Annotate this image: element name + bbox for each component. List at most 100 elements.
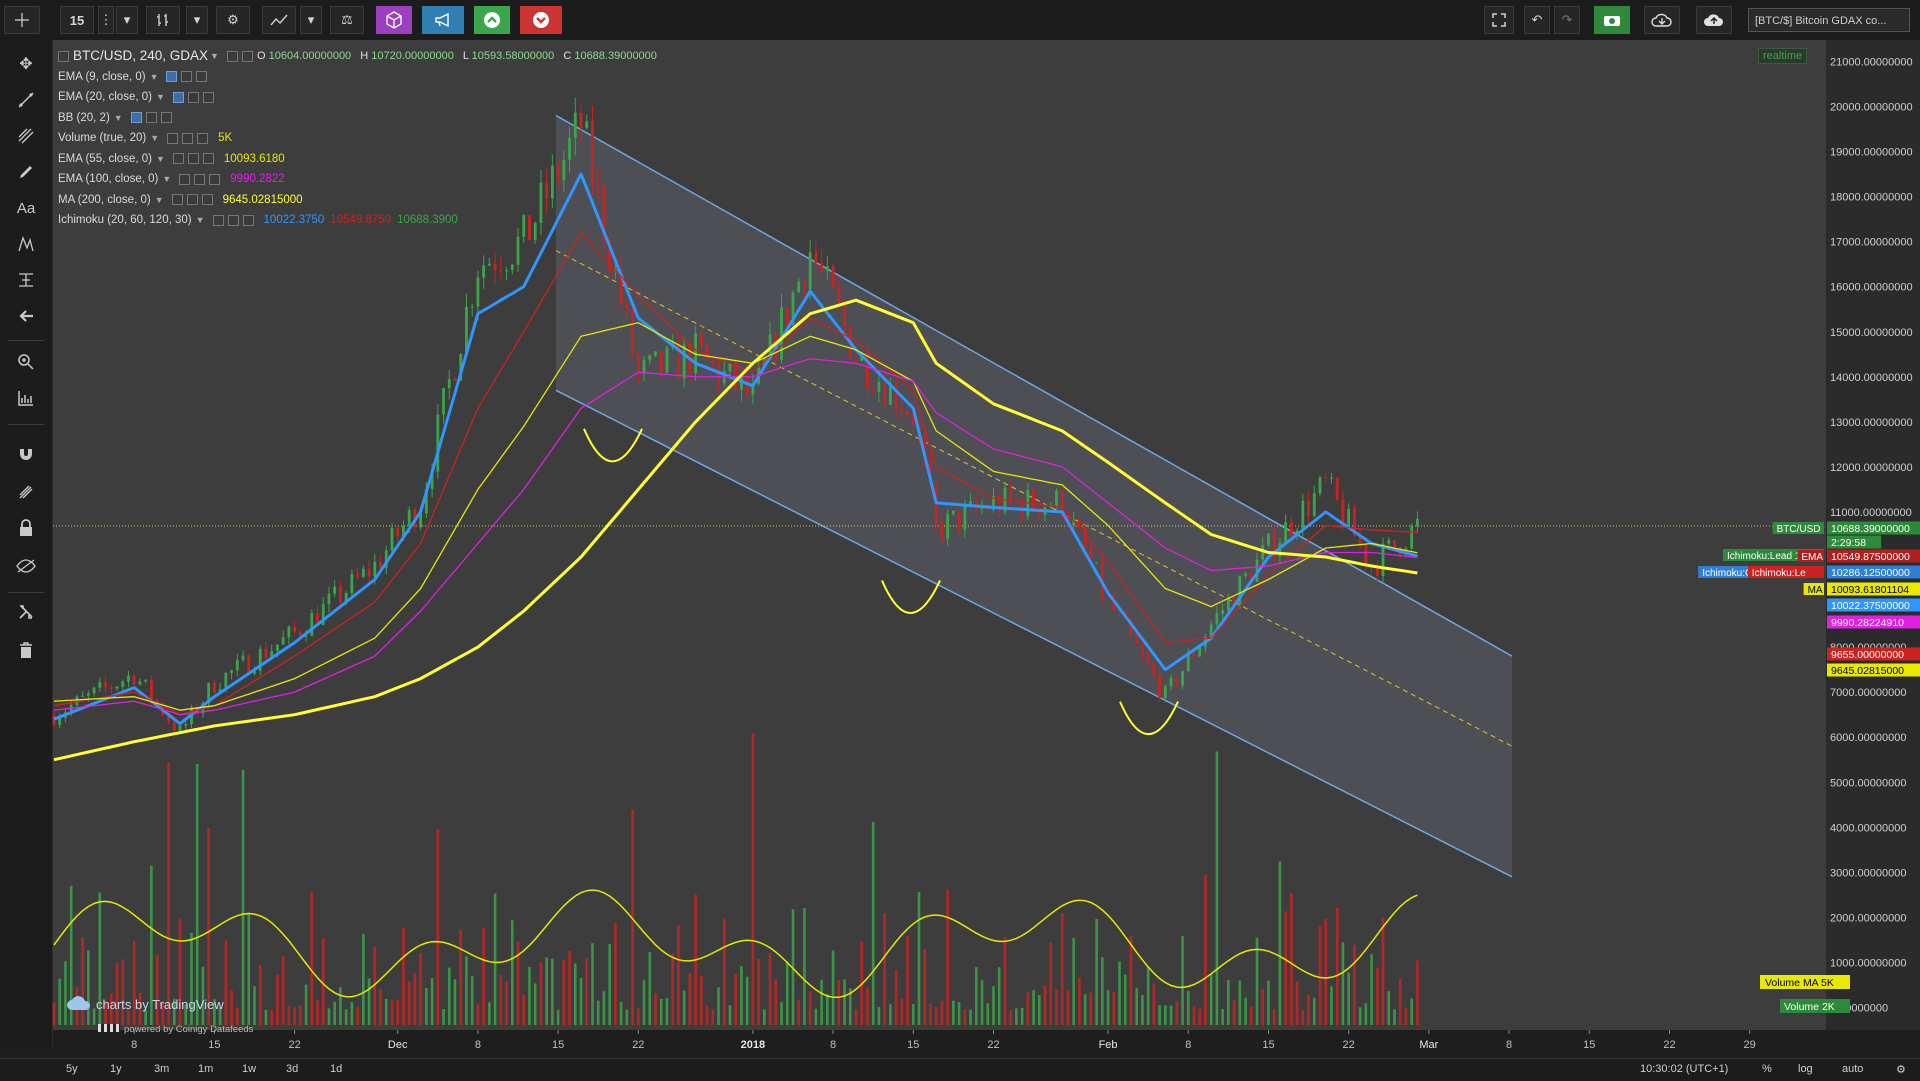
trash-icon[interactable] [9, 636, 43, 664]
legend-title[interactable]: BTC/USD, 240, GDAX [73, 48, 209, 63]
trendline-icon[interactable] [9, 86, 43, 114]
settings-box[interactable] [172, 91, 184, 103]
visibility-box[interactable] [186, 194, 198, 206]
legend-indicator-row[interactable]: BB (20, 2) ▼ [58, 108, 663, 129]
brush-icon[interactable] [9, 158, 43, 186]
remove-box[interactable] [196, 71, 208, 83]
settings-box[interactable] [167, 132, 179, 144]
zoom-icon[interactable] [9, 348, 43, 376]
auto-toggle[interactable]: auto [1842, 1063, 1864, 1075]
fullscreen-icon[interactable] [1484, 6, 1514, 34]
settings-box[interactable] [130, 112, 142, 124]
measure-icon[interactable] [9, 266, 43, 294]
arrow-down-icon[interactable] [520, 6, 562, 34]
camera-icon[interactable] [1594, 6, 1630, 34]
remove-box[interactable] [242, 214, 254, 226]
cube-icon[interactable] [376, 6, 412, 34]
visibility-box[interactable] [227, 214, 239, 226]
settings-box[interactable] [166, 71, 178, 83]
indicator-name[interactable]: EMA (55, close, 0) [58, 152, 152, 165]
caret-down-icon[interactable]: ▾ [300, 6, 322, 34]
legend-indicator-row[interactable]: Volume (true, 20) ▼ 5K [58, 128, 663, 149]
caret-down-icon[interactable]: ▼ [162, 174, 172, 184]
legend-indicator-row[interactable]: EMA (9, close, 0) ▼ [58, 67, 663, 88]
hide-box[interactable] [241, 50, 253, 62]
range-button-3m[interactable]: 3m [154, 1063, 170, 1075]
indicator-name[interactable]: Volume (true, 20) [58, 132, 147, 144]
megaphone-icon[interactable] [422, 6, 464, 34]
range-button-1y[interactable]: 1y [110, 1063, 122, 1075]
visibility-box[interactable] [181, 71, 193, 83]
caret-down-icon[interactable]: ▾ [116, 6, 138, 34]
remove-box[interactable] [197, 132, 209, 144]
range-button-3d[interactable]: 3d [286, 1063, 299, 1075]
indicator-name[interactable]: Ichimoku (20, 60, 120, 30) [58, 214, 192, 226]
redo-icon[interactable]: ↷ [1554, 6, 1580, 34]
lock-icon[interactable] [9, 514, 43, 542]
text-icon[interactable]: Aa [16, 199, 36, 217]
remove-box[interactable] [202, 91, 214, 103]
remove-box[interactable] [209, 173, 221, 185]
compare-icon[interactable]: ⚖ [330, 6, 364, 34]
crosshair-icon[interactable] [4, 6, 40, 34]
indicator-name[interactable]: EMA (9, close, 0) [58, 70, 146, 83]
remove-box[interactable] [202, 153, 214, 165]
visibility-box[interactable] [194, 173, 206, 185]
undo-icon[interactable]: ↶ [1524, 6, 1550, 34]
wrench-icon[interactable] [9, 598, 43, 626]
lock-drawing-icon[interactable] [9, 478, 43, 506]
gear-icon[interactable]: ⚙ [216, 6, 250, 34]
caret-down-icon[interactable]: ▼ [113, 112, 123, 123]
eye-icon[interactable] [9, 552, 43, 580]
percent-toggle[interactable]: % [1762, 1063, 1772, 1075]
caret-down-icon[interactable]: ▼ [154, 194, 164, 205]
cloud-download-icon[interactable] [1644, 6, 1680, 34]
indicator-name[interactable]: MA (200, close, 0) [58, 193, 151, 206]
magnet-icon[interactable] [9, 440, 43, 468]
back-arrow-icon[interactable] [9, 302, 43, 330]
caret-down-icon[interactable]: ▼ [155, 153, 165, 164]
indicator-name[interactable]: EMA (100, close, 0) [58, 173, 159, 185]
indicators-icon[interactable] [262, 6, 296, 34]
caret-down-icon[interactable]: ▼ [195, 215, 205, 225]
caret-down-icon[interactable]: ▾ [186, 6, 208, 34]
remove-box[interactable] [201, 194, 213, 206]
settings-box[interactable] [179, 173, 191, 185]
arrow-up-icon[interactable] [474, 6, 510, 34]
pitchfork-icon[interactable] [9, 122, 43, 150]
legend-indicator-row[interactable]: EMA (100, close, 0) ▼ 9990.2822 [58, 169, 663, 190]
legend-indicator-row[interactable]: MA (200, close, 0) ▼ 9645.02815000 [58, 190, 663, 211]
visibility-box[interactable] [182, 132, 194, 144]
visibility-box[interactable] [187, 91, 199, 103]
remove-box[interactable] [160, 112, 172, 124]
caret-down-icon[interactable]: ▼ [150, 133, 160, 143]
range-button-5y[interactable]: 5y [66, 1063, 78, 1075]
indicator-name[interactable]: BB (20, 2) [58, 111, 110, 124]
log-toggle[interactable]: log [1798, 1063, 1813, 1075]
visibility-box[interactable] [145, 112, 157, 124]
cursor-icon[interactable]: ✥ [19, 56, 33, 73]
caret-down-icon[interactable]: ▼ [149, 71, 159, 82]
cloud-upload-icon[interactable] [1696, 6, 1732, 34]
interval-menu-icon[interactable]: ⋮ [98, 6, 114, 34]
bar-style-icon[interactable] [146, 6, 180, 34]
legend-indicator-row[interactable]: EMA (55, close, 0) ▼ 10093.6180 [58, 149, 663, 170]
collapse-box[interactable] [58, 50, 69, 62]
interval-button[interactable]: 15 [60, 6, 94, 34]
range-button-1w[interactable]: 1w [242, 1063, 257, 1075]
settings-box[interactable] [172, 153, 184, 165]
symbol-tab[interactable]: [BTC/$] Bitcoin GDAX co... [1748, 8, 1910, 32]
legend-indicator-row[interactable]: Ichimoku (20, 60, 120, 30) ▼ 10022.3750 105… [58, 210, 663, 231]
settings-box[interactable] [171, 194, 183, 206]
settings-box[interactable] [212, 214, 224, 226]
indicator-name[interactable]: EMA (20, close, 0) [58, 91, 152, 103]
range-button-1d[interactable]: 1d [330, 1063, 343, 1075]
range-button-1m[interactable]: 1m [198, 1063, 214, 1075]
settings-box[interactable] [226, 50, 238, 62]
time-axis[interactable] [53, 1030, 1920, 1058]
visibility-box[interactable] [187, 153, 199, 165]
caret-down-icon[interactable]: ▼ [210, 51, 219, 61]
gear-icon[interactable]: ⚙ [1896, 1064, 1906, 1076]
caret-down-icon[interactable]: ▼ [155, 92, 165, 102]
